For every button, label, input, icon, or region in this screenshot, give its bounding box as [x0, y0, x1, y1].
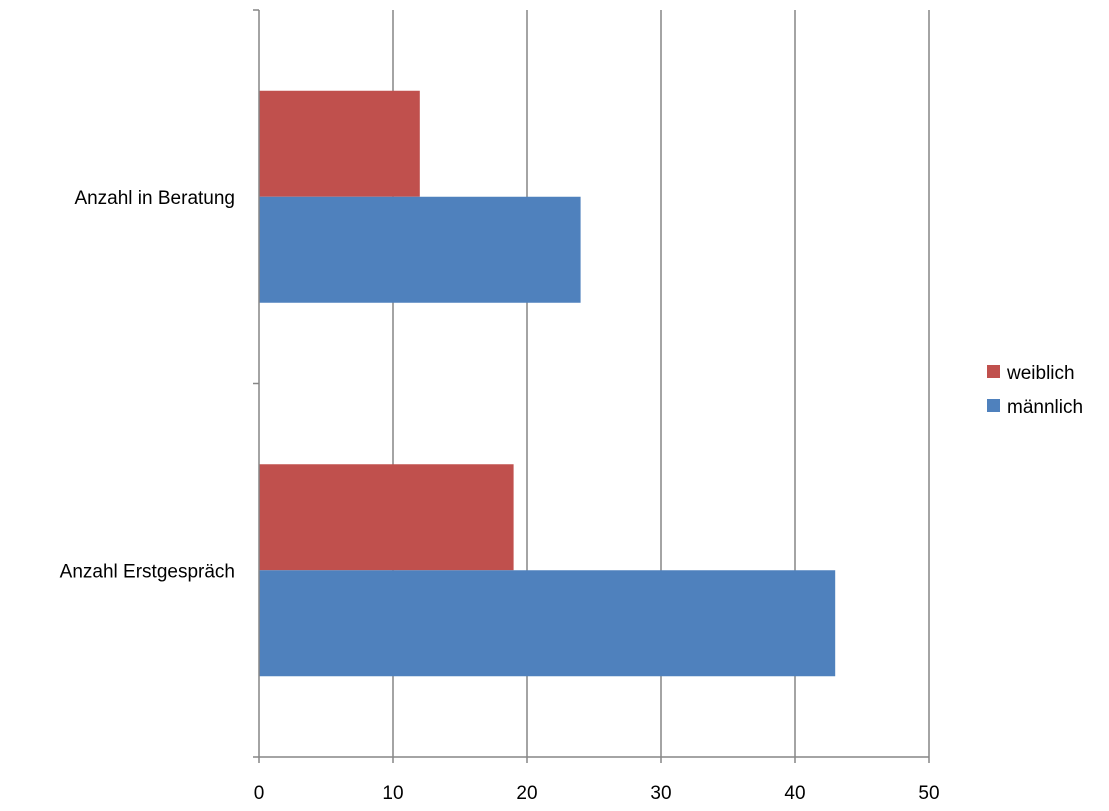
x-tick-label: 50	[918, 783, 939, 804]
y-category-label: Anzahl Erstgespräch	[60, 561, 235, 582]
axes: 0 10 20 30 40 50 Anzahl in Beratung Anzahl Erst…	[60, 9, 940, 804]
x-tick-label: 10	[382, 783, 403, 804]
y-category-label: Anzahl in Beratung	[74, 188, 235, 209]
x-tick-label: 40	[784, 783, 805, 804]
legend-swatch-weiblich	[987, 365, 1000, 378]
legend-label: weiblich	[1006, 363, 1075, 384]
legend: weiblich männlich	[987, 363, 1083, 418]
legend-swatch-männlich	[987, 399, 1000, 412]
legend-label: männlich	[1007, 397, 1083, 418]
bar-männlich-0	[259, 196, 581, 303]
bar-weiblich-0	[259, 90, 420, 197]
x-tick-label: 20	[516, 783, 537, 804]
x-tick-label: 0	[254, 783, 265, 804]
x-tick-label: 30	[650, 783, 671, 804]
bar-männlich-1	[259, 570, 836, 677]
bar-weiblich-1	[259, 464, 514, 571]
bars	[259, 90, 836, 677]
